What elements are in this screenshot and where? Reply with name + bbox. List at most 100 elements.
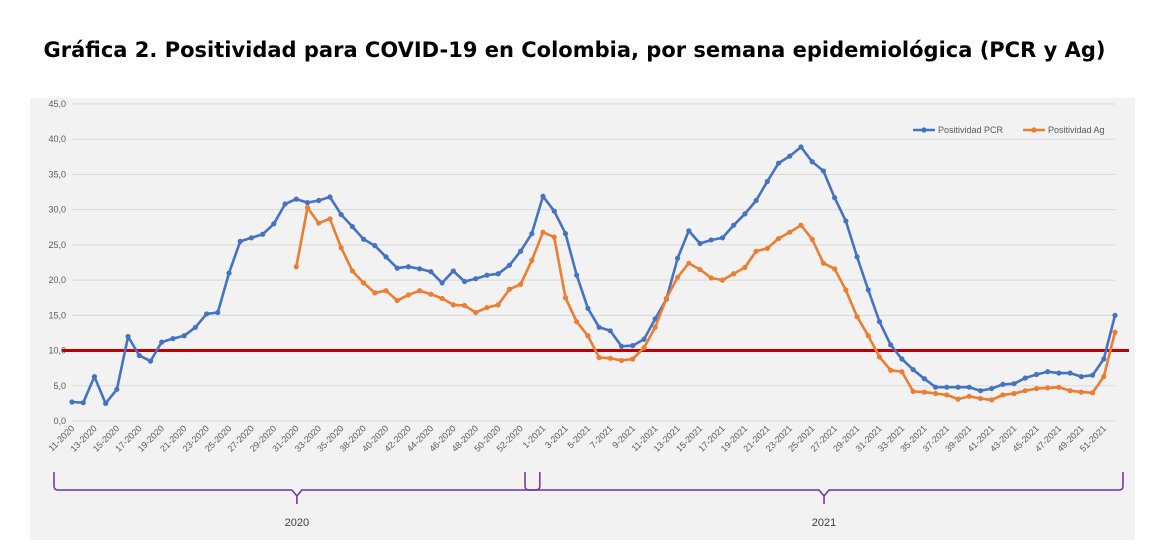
data-point (394, 297, 400, 304)
data-point (742, 264, 748, 271)
y-tick-label: 20,0 (48, 275, 66, 285)
data-point (181, 333, 187, 339)
data-point (360, 280, 367, 286)
data-point (282, 201, 288, 207)
y-tick-label: 0,0 (53, 416, 66, 426)
data-point (977, 388, 984, 394)
data-point (215, 309, 221, 316)
data-point (932, 390, 939, 397)
data-point (843, 218, 849, 224)
data-point (910, 388, 916, 395)
data-point (495, 302, 501, 308)
data-point (360, 236, 367, 242)
data-point (652, 316, 658, 322)
data-point (473, 276, 479, 282)
data-point (977, 395, 984, 402)
data-point (719, 277, 726, 283)
data-point (562, 295, 569, 301)
data-point (618, 343, 625, 349)
data-point (876, 319, 883, 325)
data-point (955, 396, 961, 402)
data-point (574, 319, 580, 325)
data-point (461, 302, 468, 309)
data-point (69, 399, 75, 405)
data-point (697, 240, 703, 247)
data-point (1000, 392, 1006, 398)
data-point (775, 160, 782, 166)
data-point (417, 288, 423, 294)
data-point (888, 342, 894, 348)
data-point (910, 366, 916, 373)
data-point (1056, 370, 1062, 376)
data-point (630, 343, 636, 349)
legend-label: Positividad PCR (938, 125, 1004, 135)
data-point (1056, 384, 1062, 390)
data-point (675, 274, 681, 280)
data-point (506, 286, 512, 292)
data-point (888, 367, 894, 373)
legend-label: Positividad Ag (1048, 125, 1105, 135)
data-point (203, 311, 210, 317)
data-point (966, 393, 972, 399)
data-point (1011, 390, 1017, 397)
data-point (854, 314, 860, 320)
data-point (731, 271, 737, 277)
data-point (764, 245, 770, 252)
data-point (585, 305, 591, 311)
data-point (170, 335, 176, 342)
data-point (775, 235, 782, 242)
data-point (944, 384, 950, 390)
y-tick-label: 10,0 (48, 346, 66, 356)
data-point (1089, 390, 1096, 396)
data-point (125, 333, 131, 340)
data-point (551, 208, 557, 214)
data-point (103, 400, 109, 406)
data-point (327, 216, 333, 222)
data-point (832, 195, 838, 201)
data-point (394, 265, 400, 271)
data-point (596, 324, 602, 330)
data-point (641, 336, 647, 342)
positivity-line-chart: 0,0 5,0 10,0 15,0 20,0 25,0 30,0 35,0 40,0 45,0 1… (30, 98, 1135, 540)
data-point (787, 153, 793, 159)
data-point (518, 248, 524, 254)
year-brackets: 2020 2021 (53, 472, 1124, 529)
data-point (989, 385, 995, 392)
data-point (1078, 389, 1084, 395)
legend: Positividad PCR Positividad Ag (913, 125, 1105, 135)
legend-swatch-marker (921, 127, 927, 133)
data-point (316, 220, 322, 226)
data-point (304, 204, 311, 211)
data-point (641, 345, 647, 351)
data-point (574, 272, 580, 278)
data-point (338, 211, 344, 218)
y-tick-label: 30,0 (48, 205, 66, 215)
data-point (686, 228, 692, 234)
data-point (809, 236, 815, 242)
data-point (293, 196, 299, 202)
data-point (450, 268, 456, 274)
y-tick-label: 40,0 (48, 134, 66, 144)
data-point (372, 290, 378, 296)
data-point (461, 278, 468, 285)
legend-swatch-marker (1031, 127, 1037, 133)
data-point (630, 356, 636, 362)
data-point (607, 355, 613, 361)
data-point (80, 400, 86, 406)
data-point (316, 197, 322, 204)
data-point (484, 304, 490, 311)
data-point (372, 242, 378, 249)
data-point (114, 386, 120, 392)
data-point (955, 384, 961, 390)
y-tick-label: 35,0 (48, 169, 66, 179)
data-point (809, 159, 815, 165)
data-point (675, 255, 681, 261)
data-point (697, 266, 703, 273)
data-point (1022, 375, 1028, 381)
data-point (529, 257, 535, 263)
data-point (260, 231, 266, 237)
data-point (618, 357, 625, 364)
data-point (540, 193, 546, 199)
data-point (405, 292, 412, 298)
data-point (921, 376, 927, 382)
